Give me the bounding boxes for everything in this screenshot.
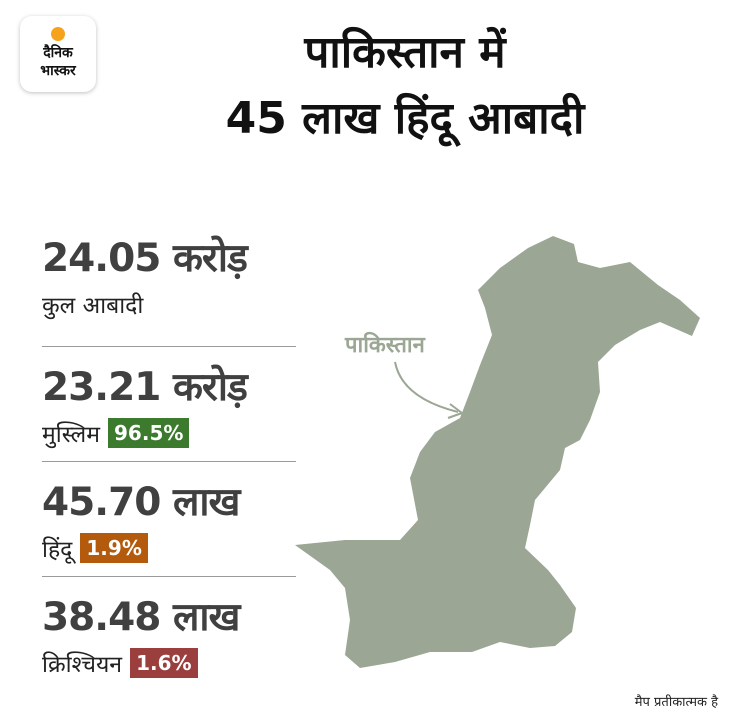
title-line2: 45 लाख हिंदू आबादी: [225, 93, 585, 144]
stat-christian: 38.48 लाख क्रिश्चियन 1.6%: [42, 577, 296, 692]
stat-label: कुल आबादी: [42, 293, 144, 319]
stat-value: 24.05 करोड़: [42, 236, 248, 281]
logo-line1: दैनिक: [43, 45, 73, 61]
pointer-arrow: [394, 361, 459, 413]
arrow-head-icon: [447, 403, 465, 419]
percent-badge: 1.6%: [130, 648, 198, 678]
sun-icon: [51, 27, 65, 41]
footnote: मैप प्रतीकात्मक है: [634, 695, 718, 710]
stat-value: 45.70 लाख: [42, 480, 240, 525]
stat-label: हिंदू: [42, 537, 73, 563]
dainik-bhaskar-logo: दैनिक भास्कर: [20, 16, 96, 92]
stat-hindu: 45.70 लाख हिंदू 1.9%: [42, 462, 296, 577]
stat-value: 23.21 करोड़: [42, 365, 248, 410]
percent-badge: 96.5%: [108, 418, 190, 448]
stat-muslim: 23.21 करोड़ मुस्लिम 96.5%: [42, 347, 296, 462]
pakistan-map: पाकिस्तान: [295, 236, 700, 668]
percent-badge: 1.9%: [80, 533, 148, 563]
stat-label: मुस्लिम: [42, 422, 101, 448]
stat-value: 38.48 लाख: [42, 595, 240, 640]
logo-line2: भास्कर: [40, 63, 76, 79]
population-stats: 24.05 करोड़ कुल आबादी 23.21 करोड़ मुस्लि…: [42, 232, 296, 692]
page-title: पाकिस्तान में 45 लाख हिंदू आबादी: [100, 20, 710, 152]
map-label: पाकिस्तान: [344, 331, 426, 358]
title-line1: पाकिस्तान में: [304, 27, 506, 78]
pakistan-shape: [295, 236, 700, 668]
stat-total: 24.05 करोड़ कुल आबादी: [42, 232, 296, 347]
stat-label: क्रिश्चियन: [42, 652, 123, 678]
